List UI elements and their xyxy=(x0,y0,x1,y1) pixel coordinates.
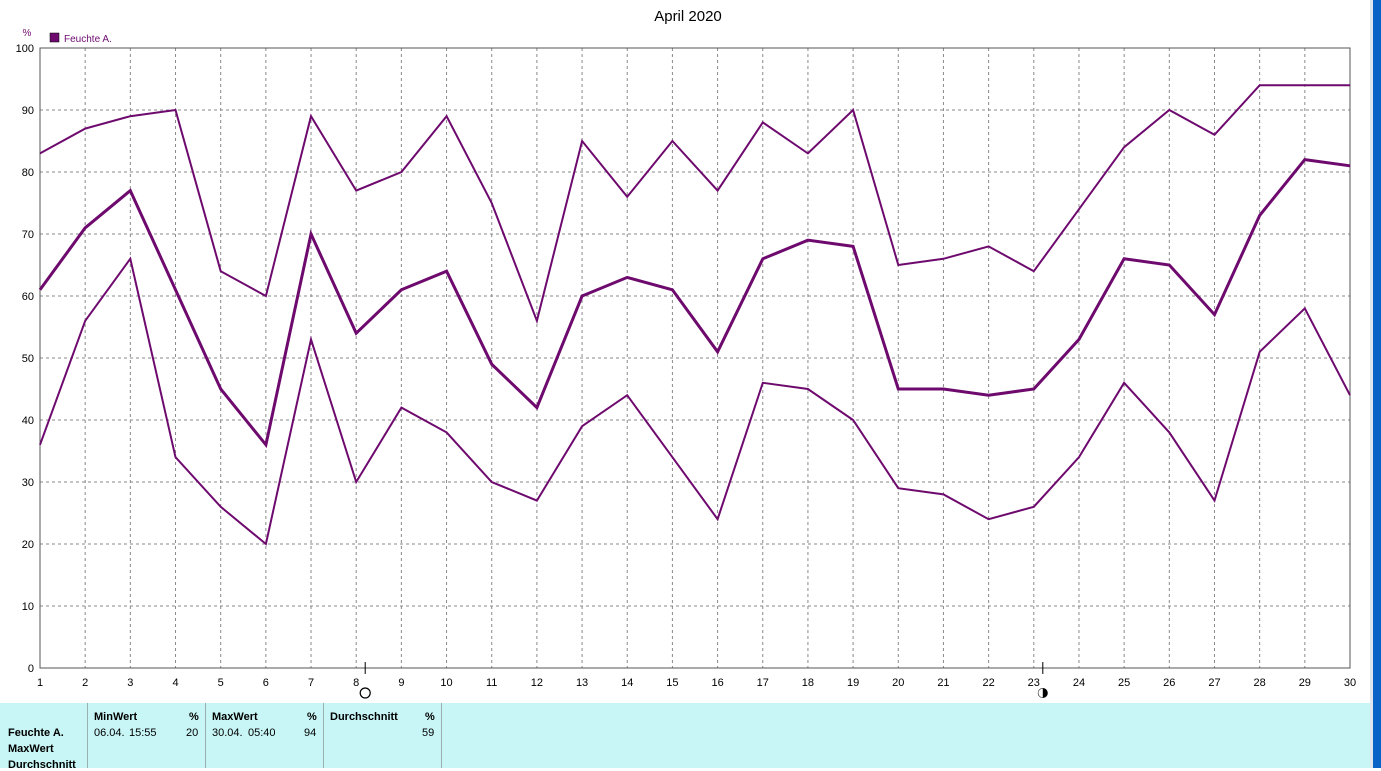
x-tick-label: 1 xyxy=(37,677,43,689)
x-tick-label: 12 xyxy=(531,677,543,689)
minwert-unit: % xyxy=(189,711,199,723)
y-tick-label: 30 xyxy=(22,477,34,489)
x-tick-label: 6 xyxy=(263,677,269,689)
durchschnitt-value: 59 xyxy=(422,727,435,739)
y-unit-label: % xyxy=(23,28,32,39)
x-tick-label: 7 xyxy=(308,677,314,689)
y-tick-label: 60 xyxy=(22,291,34,303)
legend-swatch xyxy=(49,32,60,43)
table-divider xyxy=(441,703,442,768)
row-label-maxwert: MaxWert xyxy=(8,743,54,755)
x-tick-label: 22 xyxy=(982,677,994,689)
x-tick-label: 8 xyxy=(353,677,359,689)
marker-open-circle xyxy=(359,687,371,699)
y-tick-label: 10 xyxy=(22,601,34,613)
durchschnitt-header: Durchschnitt xyxy=(330,711,398,723)
window-edge-bar xyxy=(1373,0,1381,768)
maxwert-date: 30.04. xyxy=(212,727,243,739)
window-edge xyxy=(1370,0,1381,768)
chart-title: April 2020 xyxy=(654,8,722,25)
table-divider xyxy=(87,703,88,768)
minwert-time: 15:55 xyxy=(129,727,157,739)
x-tick-label: 16 xyxy=(711,677,723,689)
x-tick-label: 5 xyxy=(218,677,224,689)
x-tick-label: 4 xyxy=(172,677,178,689)
y-tick-label: 90 xyxy=(22,105,34,117)
series-line-max xyxy=(39,84,1350,325)
series-line-min xyxy=(39,256,1351,546)
x-tick-label: 13 xyxy=(576,677,588,689)
x-tick-label: 21 xyxy=(937,677,949,689)
x-tick-label: 19 xyxy=(847,677,859,689)
x-tick-label: 2 xyxy=(82,677,88,689)
minwert-value: 20 xyxy=(186,727,199,739)
x-tick-label: 14 xyxy=(621,677,633,689)
x-tick-label: 25 xyxy=(1118,677,1130,689)
maxwert-time: 05:40 xyxy=(248,727,276,739)
y-tick-label: 100 xyxy=(16,43,34,55)
table-divider xyxy=(205,703,206,768)
x-tick-label: 9 xyxy=(398,677,404,689)
y-tick-label: 70 xyxy=(22,229,34,241)
y-tick-label: 20 xyxy=(22,539,34,551)
minwert-header: MinWert xyxy=(94,711,138,723)
marker-half-fill xyxy=(1038,688,1043,698)
row-label-feuchte: Feuchte A. xyxy=(8,727,64,739)
row-label-durchschnitt: Durchschnitt xyxy=(8,759,76,771)
x-tick-label: 18 xyxy=(802,677,814,689)
maxwert-header: MaxWert xyxy=(212,711,258,723)
x-tick-label: 15 xyxy=(666,677,678,689)
y-tick-label: 40 xyxy=(22,415,34,427)
y-tick-label: 0 xyxy=(28,663,34,675)
x-tick-label: 24 xyxy=(1073,677,1085,689)
y-tick-label: 80 xyxy=(22,167,34,179)
table-divider xyxy=(323,703,324,768)
minwert-date: 06.04. xyxy=(94,727,125,739)
y-tick-label: 50 xyxy=(22,353,34,365)
maxwert-unit: % xyxy=(307,711,317,723)
durchschnitt-unit: % xyxy=(425,711,435,723)
plot-frame xyxy=(39,47,1351,669)
maxwert-value: 94 xyxy=(304,727,317,739)
x-tick-label: 23 xyxy=(1028,677,1040,689)
x-tick-label: 10 xyxy=(440,677,452,689)
x-tick-label: 28 xyxy=(1254,677,1266,689)
x-tick-label: 11 xyxy=(486,677,497,689)
x-tick-label: 26 xyxy=(1163,677,1175,689)
series-line-avg xyxy=(38,157,1351,449)
legend-label: Feuchte A. xyxy=(64,34,112,45)
x-tick-label: 17 xyxy=(757,677,769,689)
x-tick-label: 29 xyxy=(1299,677,1311,689)
x-tick-label: 27 xyxy=(1208,677,1220,689)
x-tick-label: 20 xyxy=(892,677,904,689)
stats-table: Feuchte A. MaxWert Durchschnitt MinWert … xyxy=(0,703,1370,771)
x-tick-label: 30 xyxy=(1344,677,1356,689)
x-tick-label: 3 xyxy=(127,677,133,689)
chart: April 2020 % Feuchte A. 0 10 20 30 40 50 60 70 8… xyxy=(16,8,1356,699)
